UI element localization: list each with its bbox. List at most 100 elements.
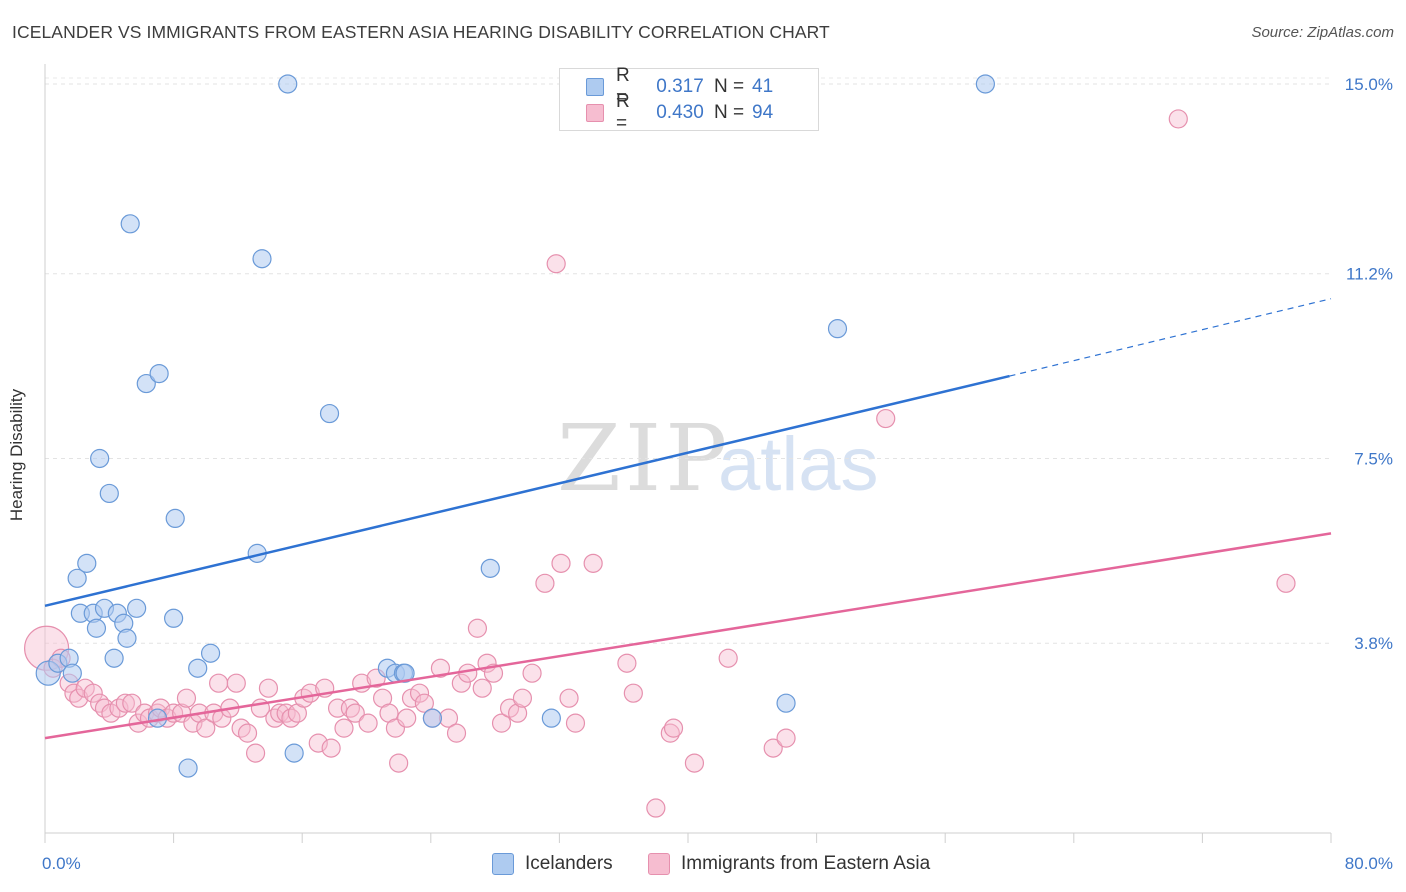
data-point: [446, 723, 467, 743]
data-point: [535, 573, 555, 593]
data-point: [409, 683, 430, 703]
source-label: Source: ZipAtlas.com: [1251, 24, 1394, 41]
data-point: [127, 598, 147, 618]
data-point: [559, 688, 579, 708]
data-point: [684, 753, 705, 773]
data-point: [617, 653, 637, 673]
legend-n-label: N =: [714, 76, 745, 97]
data-point: [196, 718, 216, 738]
data-point: [491, 713, 512, 733]
legend-r-value: 0.430: [656, 102, 704, 123]
data-point: [583, 553, 603, 573]
data-point: [94, 698, 115, 718]
legend-r-label: R =: [616, 91, 630, 134]
data-point: [827, 319, 848, 339]
legend-row-immigrants: R = 0.430 N = 94: [586, 91, 820, 134]
series-icelanders-points: [35, 74, 995, 778]
legend-n-value: 41: [752, 76, 774, 97]
x-tick-label: 0.0%: [42, 854, 81, 873]
data-point: [467, 618, 488, 638]
chart-title: ICELANDER VS IMMIGRANTS FROM EASTERN ASI…: [12, 22, 830, 42]
data-point: [308, 733, 328, 753]
data-point: [62, 663, 82, 683]
data-point: [281, 708, 301, 728]
data-point: [451, 673, 471, 693]
series-legend-immigrants: Immigrants from Eastern Asia: [648, 851, 930, 877]
watermark: ZIP atlas: [557, 405, 879, 512]
stats-legend: R = 0.317 N = 41 R = 0.430 N = 94: [559, 65, 820, 134]
y-tick-labels: 3.8% 7.5% 11.2% 15.0%: [1345, 75, 1393, 653]
data-point: [458, 663, 478, 683]
data-point: [776, 728, 796, 748]
data-point: [565, 713, 586, 733]
trend-line-immigrants: [44, 532, 1332, 740]
data-point: [512, 688, 533, 708]
data-point: [430, 658, 451, 678]
data-point: [541, 708, 561, 728]
data-point: [480, 558, 500, 578]
data-point: [200, 643, 221, 663]
data-point: [334, 718, 354, 738]
data-point: [975, 74, 995, 94]
y-tick-label: 11.2%: [1346, 265, 1393, 284]
data-point: [646, 798, 666, 818]
data-point: [472, 678, 492, 698]
data-point: [623, 683, 643, 703]
legend-n-value: 94: [752, 102, 774, 123]
data-point: [389, 753, 409, 773]
data-point: [83, 683, 103, 703]
series-legend-label: Icelanders: [525, 853, 613, 874]
data-point: [321, 738, 341, 758]
data-point: [136, 373, 156, 394]
trend-lines: [44, 298, 1332, 740]
legend-r-label: R =: [616, 65, 630, 108]
data-point: [77, 553, 97, 573]
data-point: [546, 254, 566, 274]
data-point: [122, 693, 142, 713]
y-tick-label: 15.0%: [1345, 75, 1393, 94]
data-point: [149, 363, 169, 384]
data-point: [284, 743, 304, 763]
watermark-atlas: atlas: [718, 422, 879, 507]
legend-swatch-pink: [586, 104, 604, 122]
data-point: [117, 628, 137, 648]
data-point: [67, 568, 87, 588]
data-point: [188, 658, 208, 678]
data-point: [1276, 573, 1296, 593]
x-tick-labels: 0.0% 80.0%: [42, 854, 1393, 873]
data-point: [319, 403, 340, 424]
data-point: [115, 693, 135, 713]
data-point: [99, 483, 119, 504]
data-point: [522, 663, 542, 683]
data-point: [663, 718, 684, 738]
data-point: [178, 758, 198, 778]
data-point: [1168, 109, 1188, 129]
x-tick-label: 80.0%: [1345, 854, 1393, 873]
trend-line-icelanders: [44, 374, 1010, 608]
data-point: [258, 678, 279, 698]
data-point: [358, 713, 378, 733]
data-point: [90, 448, 110, 469]
data-point: [551, 553, 571, 573]
legend-n-label: N =: [714, 102, 745, 123]
data-point: [397, 708, 417, 728]
legend-row-icelanders: R = 0.317 N = 41: [586, 65, 820, 108]
watermark-zip: ZIP: [557, 405, 731, 512]
data-point: [345, 703, 365, 723]
data-point: [395, 663, 415, 683]
y-tick-label: 7.5%: [1354, 449, 1393, 468]
data-point: [120, 214, 140, 234]
data-point: [508, 703, 528, 723]
data-point: [763, 738, 783, 758]
data-point: [718, 648, 738, 668]
axes: [44, 64, 1332, 843]
data-point: [422, 708, 443, 728]
data-point: [176, 688, 197, 708]
data-point: [231, 718, 251, 738]
series-legend-label: Immigrants from Eastern Asia: [681, 853, 931, 874]
series-legend: Icelanders Immigrants from Eastern Asia: [0, 851, 1406, 877]
series-legend-icelanders: Icelanders: [492, 851, 613, 877]
legend-swatch-blue: [586, 78, 604, 96]
grid: [45, 77, 1331, 644]
